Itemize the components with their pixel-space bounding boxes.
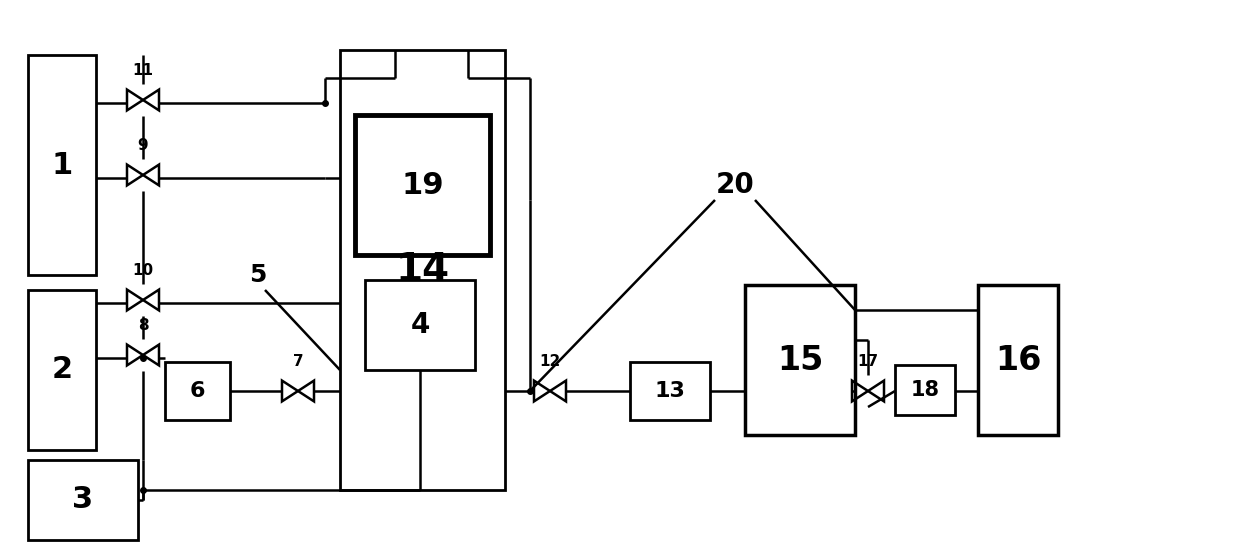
Text: 16: 16 (994, 344, 1042, 376)
Bar (29, 290, 95, 450)
Bar (165, 362, 229, 420)
Text: 14: 14 (396, 251, 450, 289)
Text: 13: 13 (655, 381, 686, 401)
Text: 1: 1 (51, 150, 73, 179)
Text: 6: 6 (190, 381, 206, 401)
Text: 17: 17 (857, 354, 879, 369)
Bar (978, 285, 1058, 435)
Bar (340, 50, 505, 490)
Text: 4: 4 (410, 311, 430, 339)
Bar (29, 55, 95, 275)
Bar (355, 115, 490, 255)
Text: 8: 8 (138, 318, 149, 333)
Bar (630, 362, 711, 420)
Text: 3: 3 (72, 486, 93, 514)
Text: 18: 18 (910, 380, 940, 400)
Bar (365, 280, 475, 370)
Text: 15: 15 (776, 344, 823, 376)
Text: 12: 12 (539, 354, 560, 369)
Text: 20: 20 (715, 171, 754, 199)
Text: 2: 2 (51, 356, 73, 385)
Text: 19: 19 (402, 170, 444, 199)
Text: 7: 7 (293, 354, 304, 369)
Bar (895, 365, 955, 415)
Text: 11: 11 (133, 63, 154, 78)
Text: 10: 10 (133, 263, 154, 278)
Bar (29, 460, 138, 540)
Text: 9: 9 (138, 138, 149, 153)
Text: 5: 5 (249, 263, 267, 287)
Bar (745, 285, 856, 435)
